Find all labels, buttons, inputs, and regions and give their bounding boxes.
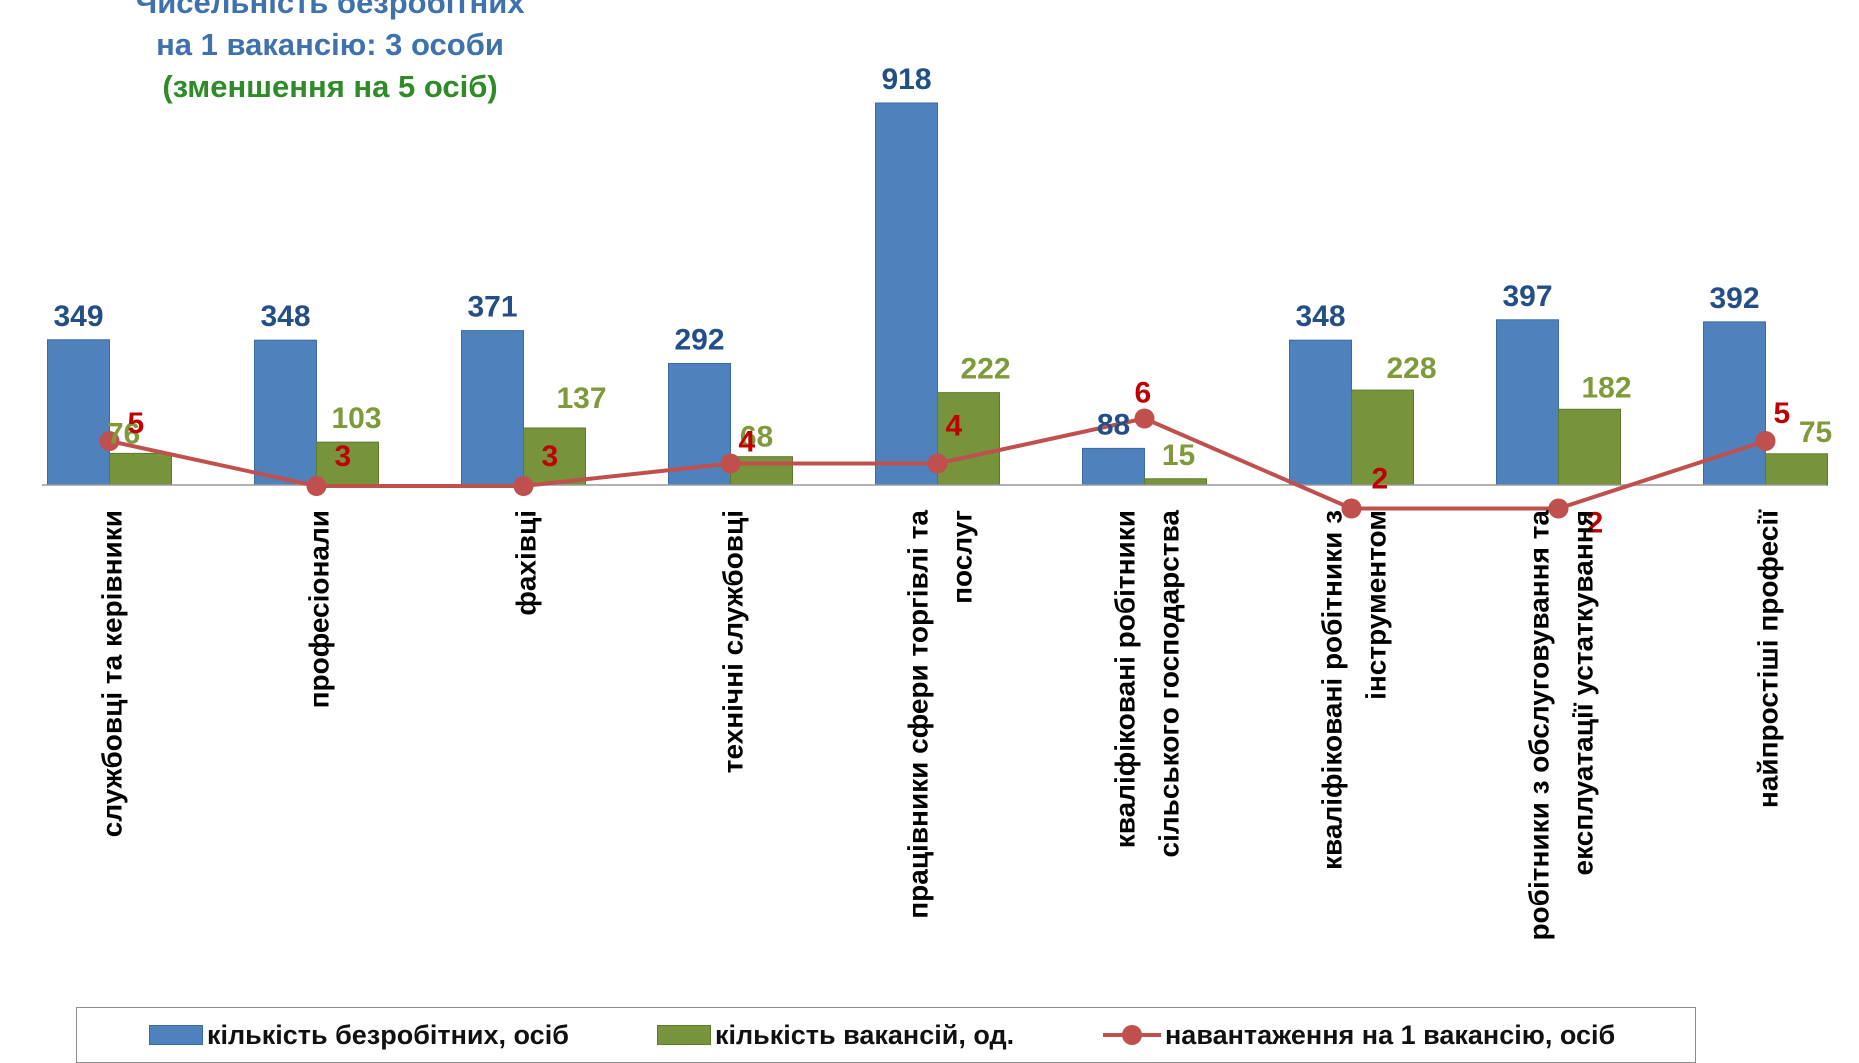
bar-vacancy-7 — [1558, 408, 1621, 486]
legend-swatch-vacancies — [657, 1025, 711, 1045]
bar-unemployed-6 — [1289, 339, 1352, 486]
label-unemployed-3: 292 — [674, 323, 724, 356]
legend-label-unemployed: кількість безробітних, осіб — [207, 1019, 569, 1050]
category-label-6-0: кваліфіковані робітники з — [1317, 510, 1348, 870]
label-vacancy-8: 75 — [1799, 416, 1832, 449]
load-point-2 — [513, 476, 534, 496]
legend: кількість безробітних, осіб кількість ва… — [76, 1007, 1696, 1063]
label-load-1: 3 — [335, 440, 352, 473]
category-label-4-1: послуг — [947, 510, 978, 604]
load-point-0 — [99, 431, 120, 451]
category-label-5-0: кваліфіковані робітники — [1110, 510, 1141, 848]
legend-item-unemployed: кількість безробітних, осіб — [149, 1017, 569, 1053]
legend-item-vacancies: кількість вакансій, од. — [657, 1017, 1014, 1053]
category-labels: службовці та керівники професіонали фахівц… — [97, 509, 1784, 941]
label-unemployed-6: 348 — [1295, 300, 1345, 333]
load-series — [99, 408, 1776, 519]
load-point-3 — [720, 453, 741, 474]
label-vacancy-3: 68 — [740, 421, 773, 454]
label-load-2: 3 — [542, 440, 559, 473]
label-load-7: 2 — [1587, 507, 1604, 540]
label-load-3: 4 — [739, 426, 756, 459]
value-labels: 349 76 348 103 371 137 292 68 918 222 88 15 348 228 39… — [53, 63, 1832, 540]
load-point-4 — [927, 453, 948, 474]
legend-swatch-unemployed — [149, 1025, 203, 1045]
label-load-4: 4 — [946, 410, 963, 443]
label-vacancy-0: 76 — [107, 417, 140, 450]
bar-vacancy-8 — [1765, 453, 1828, 486]
load-point-6 — [1341, 498, 1362, 519]
chart-annotation: Чисельність безробітних на 1 вакансію: 3… — [60, 0, 600, 108]
label-unemployed-1: 348 — [260, 300, 310, 333]
bar-unemployed-0 — [47, 339, 110, 486]
label-vacancy-6: 228 — [1386, 352, 1436, 385]
category-label-7-1: експлуатації устаткування — [1568, 510, 1599, 875]
bar-vacancy-2 — [523, 427, 586, 486]
bar-vacancy-5 — [1144, 478, 1207, 486]
bar-unemployed-5 — [1082, 447, 1145, 486]
category-label-6-1: інструментом — [1361, 510, 1392, 700]
category-label-5-1: сільського господарства — [1154, 510, 1185, 858]
load-point-1 — [306, 476, 327, 496]
vacancy-bars — [109, 389, 1828, 486]
unemployed-bars — [47, 102, 1766, 486]
category-label-3-0: технічні службовці — [718, 510, 749, 773]
bar-vacancy-1 — [316, 441, 379, 486]
bar-unemployed-2 — [461, 330, 524, 486]
label-unemployed-8: 392 — [1709, 282, 1759, 315]
label-unemployed-2: 371 — [467, 291, 517, 324]
bar-unemployed-7 — [1496, 319, 1559, 486]
category-label-4-0: працівники сфери торгівлі та — [903, 510, 934, 919]
load-point-7 — [1548, 498, 1569, 519]
bar-vacancy-4 — [937, 392, 1000, 486]
legend-label-vacancies: кількість вакансій, од. — [715, 1019, 1015, 1050]
bar-vacancy-6 — [1351, 389, 1414, 486]
bar-vacancy-0 — [109, 452, 172, 486]
bar-unemployed-4 — [875, 102, 938, 486]
legend-item-load: навантаження на 1 вакансію, осіб — [1103, 1017, 1615, 1053]
category-label-2-0: фахівці — [511, 510, 542, 616]
label-unemployed-4: 918 — [881, 63, 931, 96]
category-label-1-0: професіонали — [304, 510, 335, 708]
bar-unemployed-8 — [1703, 321, 1766, 486]
label-vacancy-4: 222 — [960, 353, 1010, 386]
label-load-8: 5 — [1774, 397, 1791, 430]
legend-label-load: навантаження на 1 вакансію, осіб — [1165, 1019, 1616, 1050]
label-unemployed-7: 397 — [1502, 280, 1552, 313]
label-unemployed-0: 349 — [53, 300, 103, 333]
legend-line-load — [1103, 1025, 1161, 1045]
annotation-line-3: (зменшення на 5 осіб) — [162, 69, 498, 104]
annotation-line-1: Чисельність безробітних — [135, 0, 525, 20]
category-label-8-0: найпростіші професії — [1753, 509, 1784, 808]
label-load-5: 6 — [1135, 377, 1152, 410]
label-vacancy-5: 15 — [1162, 439, 1195, 472]
label-vacancy-2: 137 — [556, 382, 606, 415]
load-point-5 — [1134, 408, 1155, 429]
bar-unemployed-1 — [254, 339, 317, 486]
label-vacancy-1: 103 — [331, 402, 381, 435]
annotation-line-2: на 1 вакансію: 3 особи — [156, 27, 504, 62]
load-point-8 — [1755, 431, 1776, 451]
category-label-0-0: службовці та керівники — [97, 510, 128, 837]
label-load-6: 2 — [1372, 463, 1389, 496]
label-load-0: 5 — [128, 407, 145, 440]
category-label-7-0: робітники з обслуговування та — [1524, 510, 1555, 941]
label-unemployed-5: 88 — [1097, 408, 1130, 441]
label-vacancy-7: 182 — [1581, 371, 1631, 404]
